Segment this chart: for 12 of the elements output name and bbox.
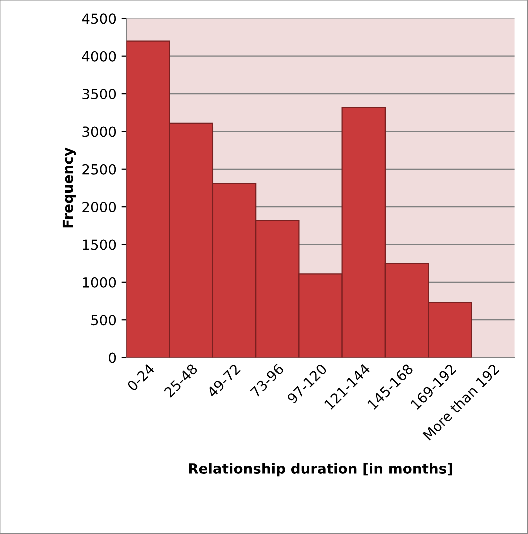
y-tick-label: 2000	[82, 202, 116, 213]
y-tick-label: 2500	[82, 164, 116, 175]
y-tick-label: 500	[92, 315, 116, 326]
y-tick-label: 4000	[82, 51, 116, 62]
y-tick-label: 1500	[83, 240, 116, 250]
y-tick-label: 0	[109, 352, 116, 364]
y-axis-title: Frequency	[62, 148, 76, 228]
y-tick-label: 3000	[82, 126, 116, 138]
x-axis-title: Relationship duration [in months]	[189, 463, 452, 477]
y-tick-label: 1000	[83, 277, 116, 288]
y-tick-label: 4500	[82, 14, 116, 24]
y-tick-label: 3500	[82, 89, 116, 100]
